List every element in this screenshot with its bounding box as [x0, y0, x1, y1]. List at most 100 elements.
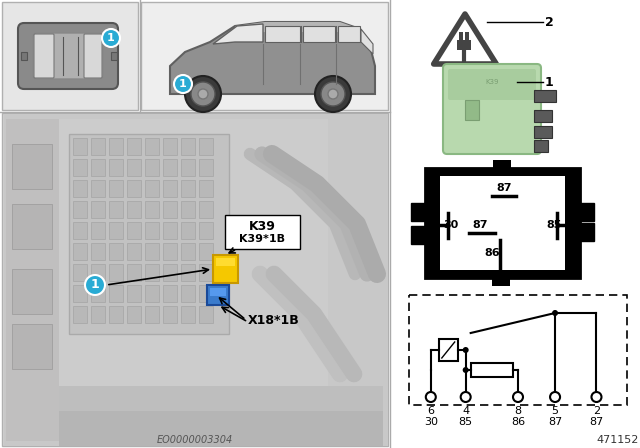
Bar: [109, 285, 123, 302]
Polygon shape: [338, 26, 360, 42]
Text: X18*1B: X18*1B: [248, 314, 300, 327]
Circle shape: [513, 392, 523, 402]
Bar: [409, 295, 627, 405]
Bar: [181, 243, 195, 260]
Circle shape: [102, 29, 120, 47]
Bar: [73, 159, 87, 176]
Bar: [181, 159, 195, 176]
Bar: [109, 243, 123, 260]
Text: 471152: 471152: [596, 435, 639, 445]
Bar: [145, 285, 159, 302]
FancyBboxPatch shape: [448, 69, 536, 100]
Bar: [145, 264, 159, 281]
Bar: [181, 201, 195, 218]
Bar: [492, 278, 510, 286]
Polygon shape: [213, 24, 263, 44]
Bar: [109, 201, 123, 218]
Bar: [163, 159, 177, 176]
Bar: [580, 223, 594, 241]
Bar: [181, 306, 195, 323]
Bar: [199, 201, 213, 218]
Text: EO0000003304: EO0000003304: [157, 435, 233, 445]
Bar: [127, 306, 141, 323]
Bar: [163, 138, 177, 155]
Bar: [73, 138, 87, 155]
Bar: [21, 52, 27, 60]
Circle shape: [461, 392, 470, 402]
Text: 2: 2: [545, 16, 554, 29]
Bar: [199, 264, 213, 281]
Bar: [73, 222, 87, 239]
Bar: [109, 138, 123, 155]
Polygon shape: [361, 29, 373, 54]
Bar: [59, 119, 328, 386]
Text: 85: 85: [459, 417, 473, 427]
Polygon shape: [303, 26, 335, 42]
Circle shape: [463, 367, 468, 373]
Bar: [207, 285, 229, 305]
Bar: [91, 159, 105, 176]
Text: 30: 30: [424, 417, 438, 427]
Bar: [199, 159, 213, 176]
Bar: [6, 119, 61, 441]
Text: 1: 1: [107, 33, 115, 43]
Bar: [580, 203, 594, 221]
Bar: [534, 140, 548, 152]
Bar: [225, 215, 300, 249]
Circle shape: [552, 310, 558, 316]
Text: 87: 87: [548, 417, 562, 427]
Bar: [73, 201, 87, 218]
Bar: [127, 264, 141, 281]
Bar: [181, 285, 195, 302]
Bar: [127, 138, 141, 155]
Text: K39: K39: [485, 79, 499, 85]
Text: 86: 86: [511, 417, 525, 427]
Bar: [199, 306, 213, 323]
Bar: [91, 180, 105, 197]
Bar: [145, 180, 159, 197]
Text: K39*1B: K39*1B: [239, 234, 285, 244]
Bar: [440, 176, 565, 270]
Bar: [181, 222, 195, 239]
Circle shape: [550, 392, 560, 402]
Polygon shape: [235, 22, 360, 36]
Bar: [470, 363, 513, 377]
Text: 6: 6: [428, 406, 435, 416]
FancyBboxPatch shape: [443, 64, 541, 154]
FancyBboxPatch shape: [33, 33, 103, 79]
Text: 85: 85: [547, 220, 562, 230]
Circle shape: [185, 76, 221, 112]
Polygon shape: [434, 14, 497, 64]
Bar: [4, 114, 388, 446]
Bar: [141, 2, 388, 110]
Bar: [199, 138, 213, 155]
Bar: [199, 222, 213, 239]
Bar: [12, 269, 52, 314]
Circle shape: [198, 89, 208, 99]
Bar: [411, 203, 425, 221]
Bar: [59, 386, 383, 441]
Bar: [12, 144, 52, 189]
Text: 87: 87: [472, 220, 488, 230]
Bar: [127, 180, 141, 197]
Bar: [181, 180, 195, 197]
Bar: [127, 159, 141, 176]
Bar: [457, 40, 471, 50]
Bar: [163, 243, 177, 260]
Bar: [534, 90, 556, 102]
Bar: [12, 204, 52, 249]
Polygon shape: [170, 22, 375, 94]
Bar: [59, 411, 383, 446]
Bar: [465, 32, 469, 41]
Bar: [439, 339, 458, 361]
Circle shape: [426, 392, 436, 402]
Circle shape: [463, 347, 468, 353]
Text: 87: 87: [496, 183, 512, 193]
Text: 1: 1: [179, 79, 187, 89]
Bar: [145, 159, 159, 176]
Bar: [69, 134, 229, 334]
Bar: [91, 201, 105, 218]
Bar: [2, 113, 388, 446]
Polygon shape: [265, 26, 300, 42]
Bar: [181, 264, 195, 281]
